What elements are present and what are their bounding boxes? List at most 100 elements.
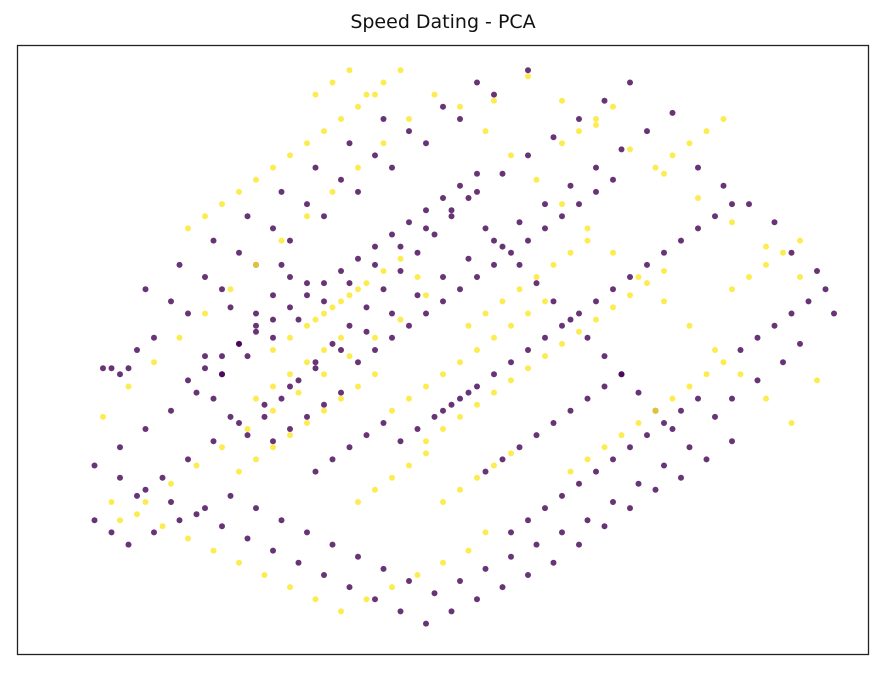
scatter-point bbox=[729, 201, 735, 208]
scatter-point bbox=[508, 249, 514, 256]
scatter-point bbox=[669, 152, 676, 159]
scatter-point bbox=[627, 292, 633, 299]
scatter-point bbox=[550, 559, 557, 566]
scatter-point bbox=[202, 213, 208, 220]
scatter-point bbox=[729, 395, 735, 402]
scatter-point bbox=[423, 438, 429, 445]
scatter-point bbox=[448, 401, 455, 408]
scatter-point bbox=[108, 499, 115, 505]
scatter-point bbox=[338, 395, 344, 402]
scatter-point bbox=[525, 310, 531, 317]
scatter-point bbox=[227, 492, 234, 499]
scatter-point bbox=[253, 322, 259, 329]
scatter-point bbox=[525, 152, 531, 159]
scatter-point bbox=[482, 468, 489, 475]
scatter-point bbox=[559, 97, 565, 104]
scatter-point bbox=[372, 243, 378, 250]
scatter-point bbox=[440, 426, 446, 432]
scatter-point bbox=[644, 128, 650, 135]
scatter-point bbox=[516, 444, 523, 451]
scatter-point bbox=[550, 420, 557, 426]
scatter-point bbox=[185, 225, 191, 232]
scatter-point bbox=[474, 383, 480, 390]
scatter-point bbox=[406, 578, 412, 584]
scatter-point bbox=[508, 450, 514, 457]
scatter-point bbox=[287, 152, 293, 159]
scatter-point bbox=[601, 97, 608, 104]
scatter-point bbox=[440, 499, 446, 505]
scatter-point bbox=[372, 334, 378, 341]
scatter-point bbox=[176, 517, 183, 524]
scatter-point bbox=[142, 286, 149, 293]
scatter-point bbox=[525, 237, 531, 244]
scatter-point bbox=[576, 128, 582, 135]
scatter-point bbox=[423, 450, 429, 457]
scatter-point bbox=[525, 73, 531, 80]
scatter-point bbox=[346, 292, 353, 299]
scatter-point bbox=[746, 274, 752, 280]
scatter-point bbox=[423, 620, 429, 627]
scatter-point bbox=[338, 347, 344, 353]
points-layer bbox=[91, 67, 837, 627]
scatter-point bbox=[499, 584, 506, 591]
scatter-point bbox=[397, 608, 404, 615]
scatter-point bbox=[406, 462, 412, 469]
scatter-point bbox=[134, 347, 140, 353]
scatter-point bbox=[584, 237, 591, 244]
scatter-point bbox=[516, 261, 523, 268]
scatter-point bbox=[193, 462, 200, 469]
scatter-point bbox=[703, 456, 710, 463]
scatter-point bbox=[227, 304, 234, 311]
scatter-point bbox=[542, 505, 548, 512]
scatter-point bbox=[686, 322, 693, 329]
scatter-point bbox=[253, 261, 259, 268]
scatter-point bbox=[491, 97, 497, 104]
scatter-point bbox=[644, 261, 650, 268]
scatter-point bbox=[610, 286, 616, 293]
scatter-point bbox=[270, 334, 276, 341]
scatter-point bbox=[440, 103, 446, 110]
scatter-point bbox=[236, 468, 242, 475]
scatter-point bbox=[355, 383, 361, 390]
scatter-point bbox=[805, 298, 812, 305]
scatter-point bbox=[593, 316, 599, 323]
scatter-point bbox=[661, 298, 667, 305]
scatter-point bbox=[431, 413, 438, 420]
scatter-point bbox=[397, 255, 404, 262]
scatter-point bbox=[363, 91, 370, 98]
scatter-point bbox=[287, 432, 293, 439]
scatter-point bbox=[448, 213, 455, 220]
scatter-point bbox=[372, 486, 378, 493]
scatter-point bbox=[321, 347, 327, 353]
scatter-point bbox=[618, 371, 625, 378]
scatter-point bbox=[822, 286, 829, 293]
scatter-point bbox=[440, 559, 446, 566]
scatter-point bbox=[508, 152, 514, 159]
scatter-point bbox=[457, 116, 463, 122]
scatter-point bbox=[508, 377, 514, 384]
scatter-point bbox=[210, 438, 217, 445]
scatter-point bbox=[627, 444, 633, 451]
scatter-point bbox=[346, 353, 353, 360]
scatter-point bbox=[831, 310, 837, 317]
scatter-point bbox=[465, 322, 472, 329]
scatter-point bbox=[380, 140, 387, 147]
scatter-point bbox=[720, 116, 727, 122]
scatter-point bbox=[380, 268, 387, 274]
scatter-point bbox=[346, 140, 353, 147]
scatter-point bbox=[329, 456, 336, 463]
scatter-point bbox=[287, 426, 293, 432]
scatter-point bbox=[414, 249, 421, 256]
scatter-point bbox=[244, 535, 251, 542]
scatter-point bbox=[491, 371, 497, 378]
scatter-point bbox=[754, 334, 761, 341]
scatter-point bbox=[542, 298, 548, 305]
scatter-point bbox=[236, 249, 242, 256]
scatter-point bbox=[287, 371, 293, 378]
scatter-point bbox=[525, 572, 531, 578]
scatter-point bbox=[482, 225, 489, 232]
scatter-point bbox=[695, 195, 701, 201]
scatter-point bbox=[474, 170, 480, 177]
scatter-point bbox=[91, 462, 98, 469]
scatter-point bbox=[397, 243, 404, 250]
